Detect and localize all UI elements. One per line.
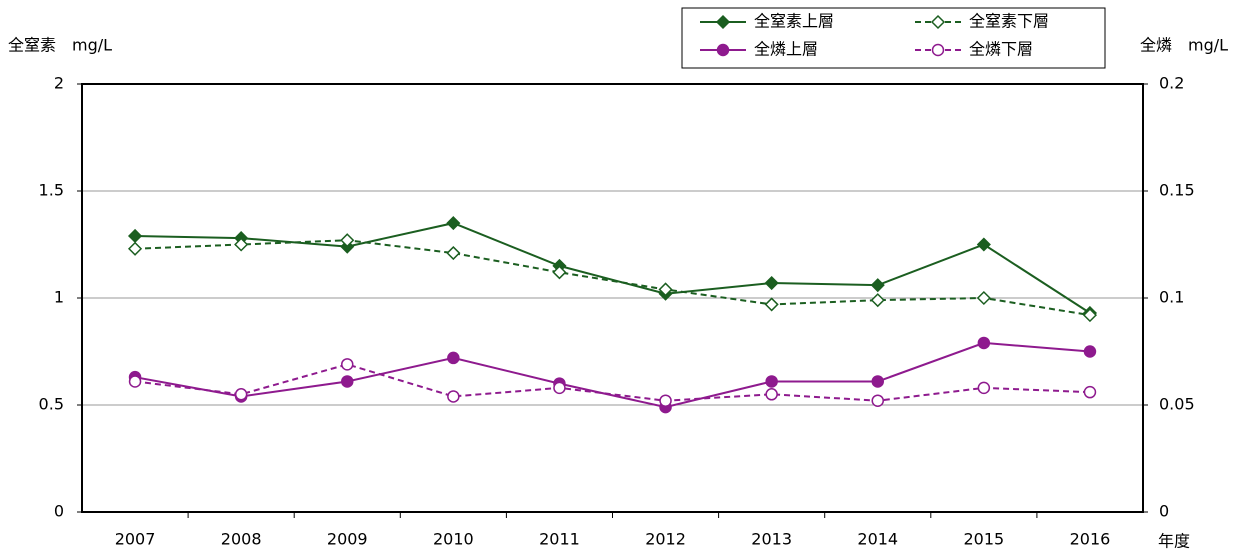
legend-marker [715, 14, 731, 30]
data-point [976, 290, 991, 306]
y2-tick-label: 0.15 [1159, 181, 1195, 200]
data-point [552, 265, 567, 280]
y-tick-label: 2 [54, 74, 64, 93]
y2-tick-label: 0.2 [1159, 74, 1184, 93]
x-axis-label: 年度 [1158, 532, 1190, 551]
data-point [341, 358, 354, 371]
data-point [659, 394, 672, 407]
x-tick-label: 2011 [539, 530, 580, 549]
data-point [870, 278, 885, 293]
y-tick-label: 1 [54, 288, 64, 307]
data-point [128, 375, 142, 388]
series-line [134, 341, 1091, 409]
y2-tick-label: 0.1 [1159, 288, 1184, 307]
data-point [765, 375, 778, 388]
x-tick-label: 2014 [857, 530, 898, 549]
x-tick-label: 2016 [1070, 530, 1111, 549]
data-point [1082, 308, 1098, 323]
legend-label: 全窒素上層 [754, 12, 834, 31]
data-point [871, 375, 884, 388]
x-tick-label: 2013 [751, 530, 792, 549]
data-point [234, 237, 249, 252]
data-point [977, 381, 991, 395]
y2-tick-label: 0.05 [1159, 395, 1195, 414]
x-tick-label: 2015 [963, 530, 1004, 549]
y-tick-label: 1.5 [39, 181, 64, 200]
legend-label: 全燐上層 [754, 40, 818, 59]
legend-marker [716, 43, 730, 57]
data-point [764, 275, 779, 291]
data-point [977, 336, 991, 350]
x-tick-label: 2010 [433, 530, 474, 549]
data-point [234, 388, 248, 401]
y-tick-label: 0 [54, 502, 64, 521]
y-tick-label: 0.5 [39, 395, 64, 414]
x-tick-label: 2009 [327, 530, 368, 549]
data-point [447, 351, 460, 365]
x-tick-label: 2008 [221, 530, 262, 549]
data-point [658, 282, 673, 297]
legend-label: 全窒素下層 [969, 12, 1049, 31]
legend-label: 全燐下層 [969, 40, 1033, 59]
data-point [127, 241, 143, 256]
legend-box [681, 7, 1106, 69]
data-point [870, 293, 885, 308]
data-point [341, 375, 354, 388]
data-point [764, 297, 779, 312]
data-point [871, 394, 884, 407]
data-point [1083, 345, 1097, 358]
data-point [1083, 385, 1097, 399]
data-point [447, 390, 460, 403]
y-axis-label: 全窒素 mg/L [8, 36, 112, 55]
series-line [135, 222, 1091, 314]
data-point [976, 237, 991, 252]
data-point [340, 233, 355, 248]
legend-marker [930, 14, 946, 30]
series-line [134, 363, 1090, 402]
data-point [446, 245, 461, 261]
x-tick-label: 2007 [115, 530, 156, 549]
data-point [446, 216, 461, 231]
data-point [553, 381, 566, 395]
y2-tick-label: 0 [1159, 502, 1169, 521]
y2-axis-label: 全燐 mg/L [1140, 36, 1228, 55]
data-point [765, 388, 778, 401]
data-point [127, 228, 143, 244]
series-line [135, 239, 1091, 317]
x-tick-label: 2012 [645, 530, 686, 549]
legend-marker [931, 43, 945, 57]
